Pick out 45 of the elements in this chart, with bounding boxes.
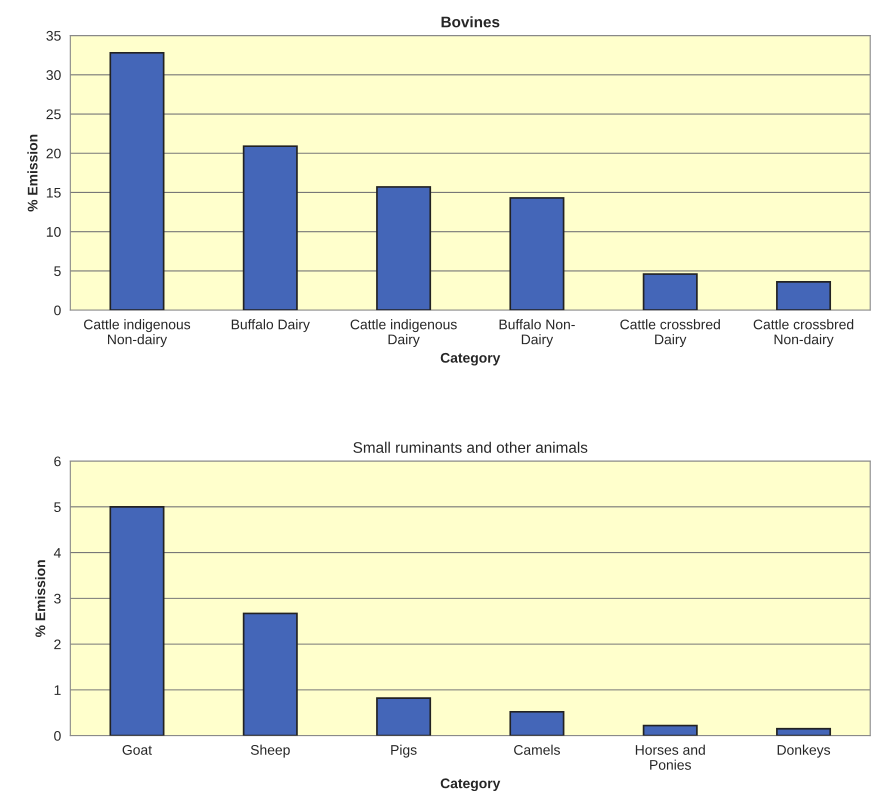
y-tick-label: 0: [54, 305, 61, 316]
y-tick-label: 2: [54, 639, 61, 650]
y-axis-title: % Emission: [27, 134, 38, 212]
chart-title: Small ruminants and other animals: [353, 442, 588, 453]
y-tick-label: 15: [46, 188, 61, 198]
bar: [109, 506, 164, 736]
x-tick-label: Cattle crossbred Dairy: [620, 319, 720, 348]
y-tick-label: 5: [54, 502, 61, 512]
bar: [642, 273, 698, 310]
bar: [242, 612, 298, 736]
bar: [642, 724, 698, 736]
bar: [242, 145, 298, 310]
x-tick-label: Pigs: [391, 744, 417, 758]
x-tick-label: Buffalo Dairy: [232, 319, 310, 332]
bar: [109, 52, 164, 310]
y-tick-label: 0: [54, 730, 61, 741]
x-tick-label: Buffalo Non- Dairy: [500, 319, 575, 348]
bar: [376, 697, 432, 736]
y-tick-label: 35: [46, 30, 61, 41]
x-tick-label: Cattle indigenous Dairy: [350, 319, 457, 348]
x-tick-label: Horses and Ponies: [636, 744, 705, 770]
y-axis-title: % Emission: [35, 560, 46, 637]
bar: [509, 711, 564, 736]
y-tick-label: 5: [54, 266, 61, 276]
x-tick-label: Goat: [122, 745, 152, 755]
y-tick-label: 20: [46, 148, 61, 158]
bar: [376, 186, 432, 310]
y-tick-label: 4: [54, 548, 61, 558]
y-tick-label: 1: [54, 685, 61, 695]
bar: [776, 728, 832, 736]
y-tick-label: 3: [54, 594, 61, 604]
y-tick-label: 6: [54, 456, 61, 466]
x-tick-label: Sheep: [250, 744, 290, 758]
bar: [509, 197, 564, 310]
x-tick-label: Donkeys: [778, 744, 830, 758]
y-tick-label: 25: [46, 109, 61, 120]
x-axis-title: Category: [440, 778, 500, 791]
bar: [776, 281, 832, 310]
x-axis-title: Category: [440, 352, 500, 366]
x-tick-label: Cattle crossbred Non-dairy: [754, 319, 854, 348]
x-tick-label: Camels: [514, 744, 560, 755]
y-tick-label: 30: [46, 70, 61, 80]
x-tick-label: Cattle indigenous Non-dairy: [84, 319, 190, 348]
y-tick-label: 10: [46, 227, 61, 237]
chart-title: Bovines: [442, 16, 500, 28]
